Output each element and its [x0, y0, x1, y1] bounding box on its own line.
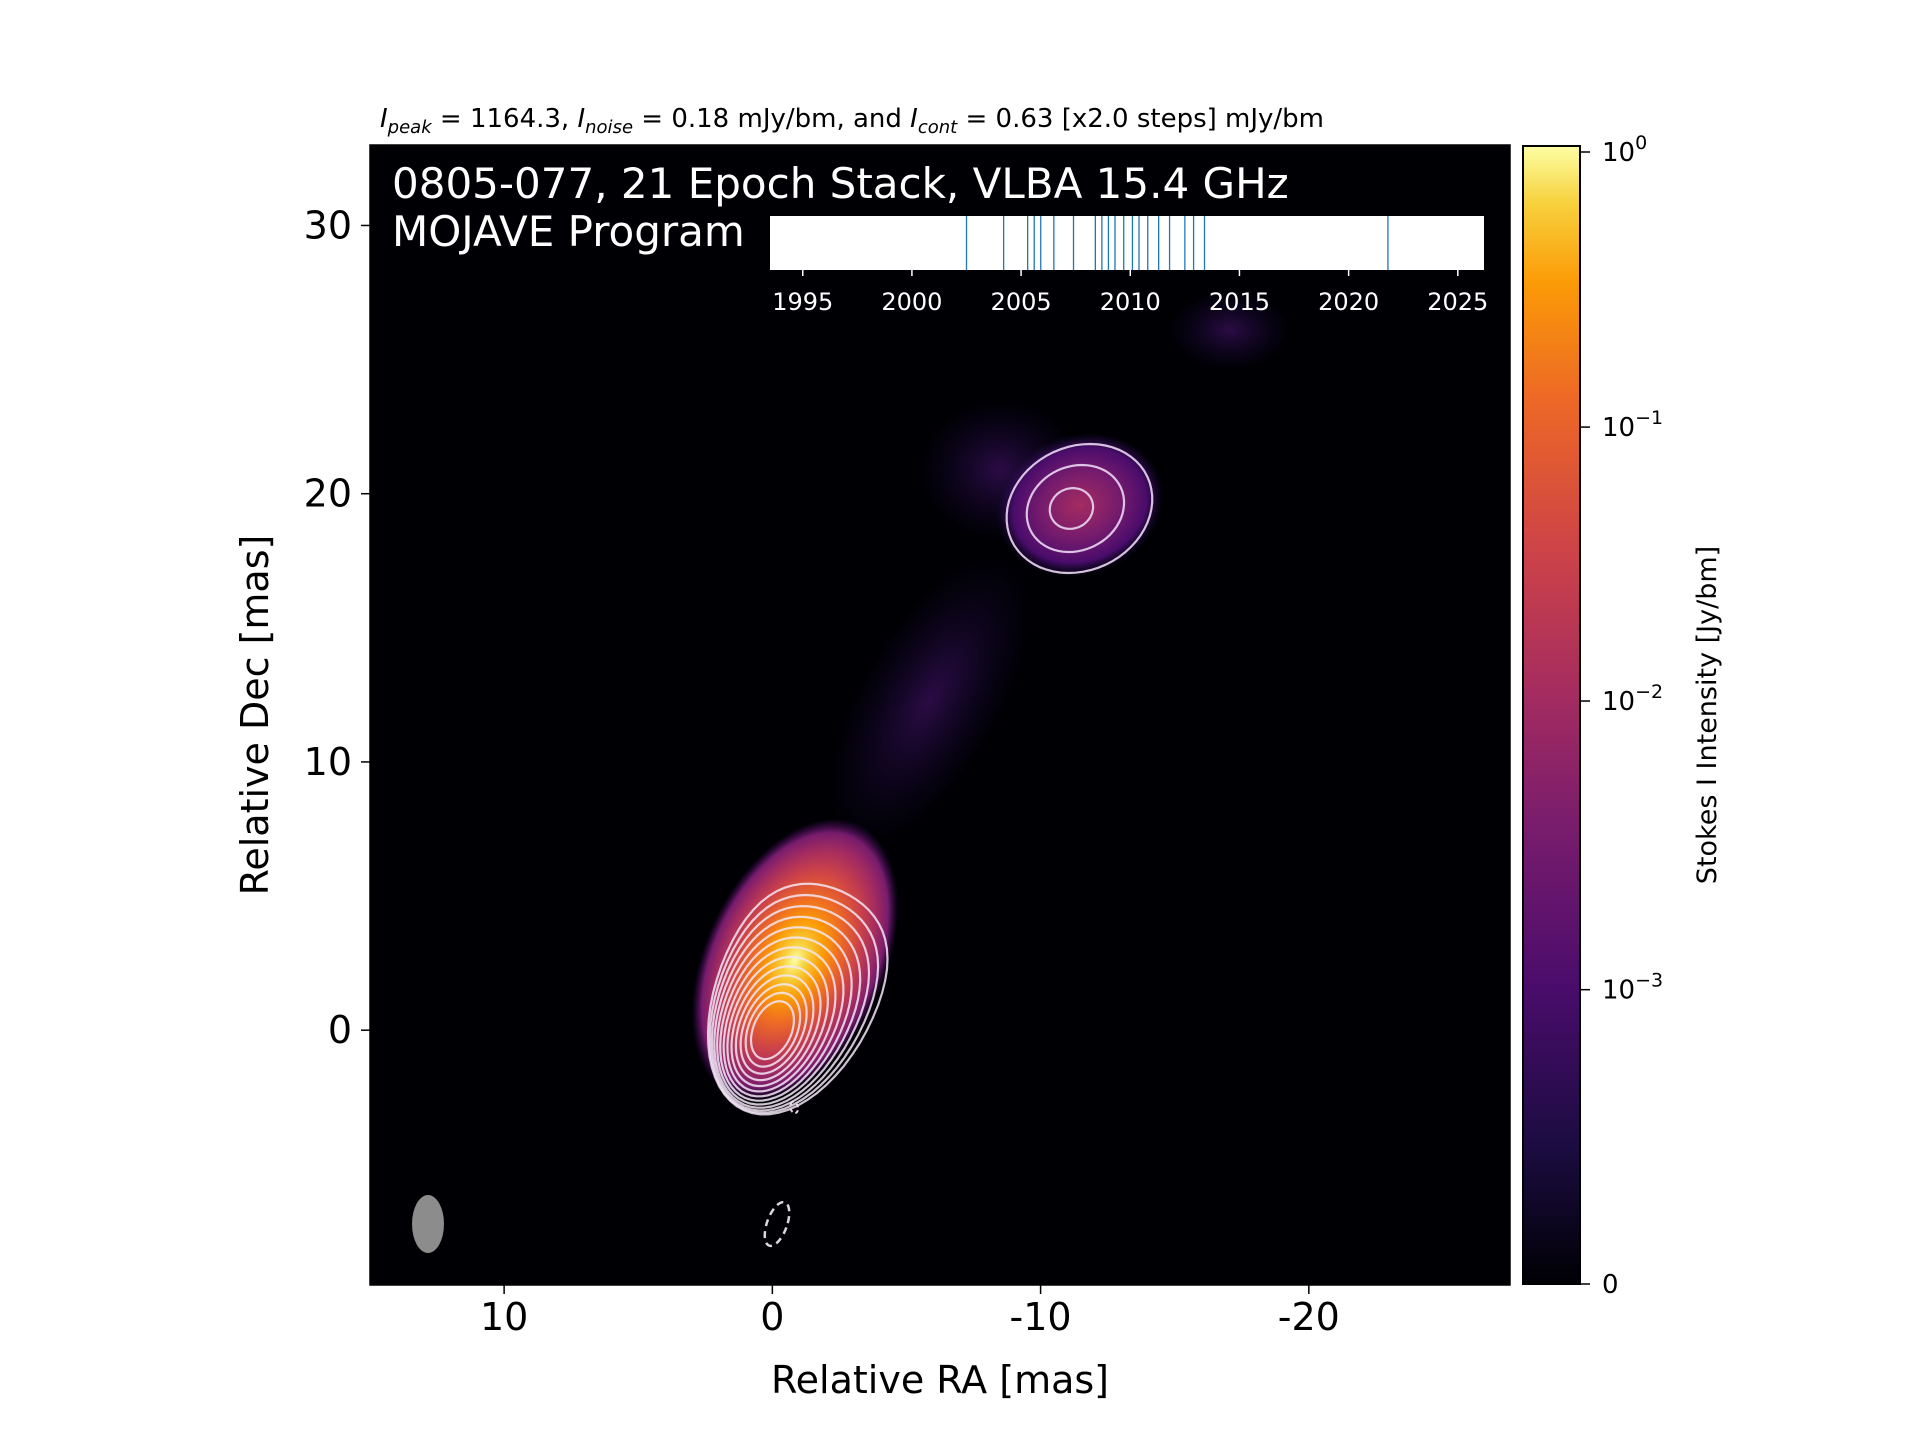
knot-contour	[1025, 463, 1126, 554]
x-tick-label: 10	[480, 1295, 528, 1339]
colorbar-gradient	[1522, 145, 1581, 1285]
outer-haze	[1170, 290, 1290, 370]
i-peak-subscript: peak	[387, 117, 434, 138]
x-tick-label: -10	[1010, 1295, 1072, 1339]
epoch-tick-label: 2000	[881, 288, 942, 316]
i-cont-subscript: cont	[918, 117, 958, 138]
y-tick-label: 30	[304, 203, 352, 247]
i-noise-symbol: I	[577, 104, 585, 134]
header-stats: Ipeak = 1164.3, Inoise = 0.18 mJy/bm, an…	[380, 104, 1324, 138]
core-contour	[730, 965, 822, 1088]
i-cont-symbol: I	[910, 104, 918, 134]
core-contour	[715, 926, 853, 1106]
knot-contour	[1005, 442, 1154, 575]
negative-contour-ellipse	[763, 1200, 791, 1248]
y-tick-label: 10	[304, 740, 352, 784]
negative-contour-small	[789, 1100, 800, 1114]
core-contours	[706, 882, 889, 1116]
epoch-timeline-box	[770, 216, 1484, 270]
x-axis-label: Relative RA [mas]	[771, 1358, 1109, 1402]
x-tick-label: 0	[760, 1295, 784, 1339]
core-contour	[722, 946, 837, 1098]
x-axis-ticks: 10 0 -10 -20	[480, 1285, 1340, 1339]
colorbar-tick-label: 10−3	[1602, 970, 1663, 1006]
core-contour	[706, 882, 889, 1116]
core-contour	[710, 904, 871, 1112]
image-panel: 0805-077, 21 Epoch Stack, VLBA 15.4 GHz …	[369, 144, 1511, 1286]
i-noise-value: = 0.18 mJy/bm, and	[633, 104, 910, 134]
colorbar-tick-label: 0	[1602, 1270, 1619, 1300]
i-noise-subscript: noise	[585, 117, 633, 138]
colorbar-tick-label: 100	[1602, 132, 1647, 168]
core-contour	[744, 991, 802, 1068]
map-title-line2: MOJAVE Program	[392, 207, 745, 256]
y-tick-label: 20	[304, 472, 352, 516]
core-contour	[739, 983, 808, 1075]
y-tick-label: 0	[328, 1008, 352, 1052]
y-axis-label: Relative Dec [mas]	[233, 535, 277, 896]
epoch-timeline: 1995 2000 2005 2010 2015 2020 2025	[770, 216, 1488, 316]
epoch-tick-label: 2020	[1318, 288, 1379, 316]
i-cont-value: = 0.63 [x2.0 steps] mJy/bm	[957, 104, 1324, 134]
y-axis-ticks: 0 10 20 30	[304, 203, 370, 1052]
colorbar: 100 10−1 10−2 10−3 0 Stokes I Intensity [Jy/…	[1522, 132, 1723, 1300]
core-contour	[749, 1000, 796, 1061]
core-contour	[734, 974, 815, 1082]
epoch-tick-label: 1995	[772, 288, 833, 316]
core-contour	[713, 915, 862, 1109]
knot-contour	[1048, 487, 1095, 530]
epoch-tick-label: 2005	[991, 288, 1052, 316]
i-peak-value: = 1164.3,	[432, 104, 578, 134]
x-tick-label: -20	[1278, 1295, 1340, 1339]
intensity-map	[412, 290, 1290, 1253]
colorbar-tick-label: 10−2	[1602, 681, 1663, 717]
colorbar-ticks: 100 10−1 10−2 10−3 0	[1580, 132, 1663, 1300]
jet-haze	[829, 557, 1031, 843]
map-title-line1: 0805-077, 21 Epoch Stack, VLBA 15.4 GHz	[392, 159, 1289, 208]
core-contour	[726, 955, 829, 1093]
epoch-timeline-ticks: 1995 2000 2005 2010 2015 2020 2025	[772, 270, 1488, 316]
image-frame	[369, 144, 1511, 1286]
epoch-lines	[965, 216, 1389, 270]
colorbar-label: Stokes I Intensity [Jy/bm]	[1692, 546, 1723, 884]
knot-contours	[1005, 442, 1154, 575]
core-contour	[708, 893, 880, 1114]
epoch-tick-label: 2015	[1209, 288, 1270, 316]
i-peak-symbol: I	[380, 104, 388, 134]
epoch-tick-label: 2025	[1427, 288, 1488, 316]
epoch-tick-label: 2010	[1100, 288, 1161, 316]
core-contour	[719, 936, 845, 1102]
colorbar-tick-label: 10−1	[1602, 407, 1663, 443]
beam-ellipse	[412, 1195, 444, 1253]
